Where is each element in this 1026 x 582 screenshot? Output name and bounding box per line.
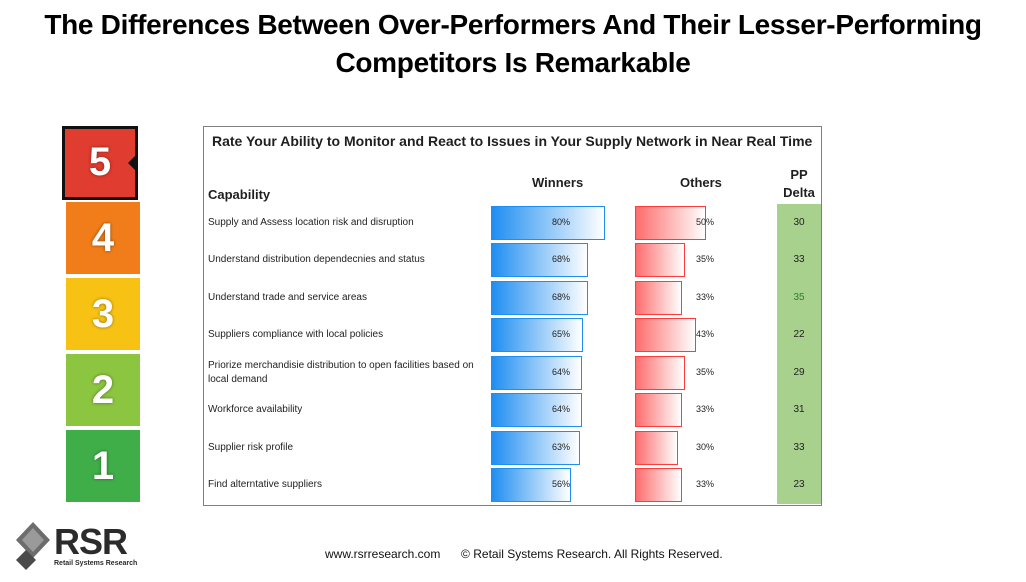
scale-level-1: 1 [66, 430, 140, 502]
pp-delta-header-line2: Delta [783, 185, 815, 200]
capability-label: Suppliers compliance with local policies [208, 329, 384, 341]
capability-label: Supplier risk profile [208, 441, 294, 453]
footer-url[interactable]: www.rsrresearch.com [325, 547, 441, 561]
pp-delta-value: 23 [793, 479, 805, 491]
winners-value-label: 65% [551, 329, 570, 340]
capability-label: Workforce availability [208, 404, 303, 416]
scale-level-3: 3 [66, 278, 140, 350]
others-bar [635, 355, 685, 390]
capability-label: Find alterntative suppliers [208, 479, 322, 491]
footer-copyright: © Retail Systems Research. All Rights Re… [461, 547, 723, 561]
others-value-label: 33% [695, 291, 714, 302]
chart-panel: Rate Your Ability to Monitor and React t… [203, 126, 822, 506]
winners-value-label: 68% [551, 291, 570, 302]
others-value-label: 35% [695, 366, 714, 377]
chart-title: Rate Your Ability to Monitor and React t… [212, 133, 813, 149]
winners-value-label: 56% [551, 479, 570, 490]
winners-bar [491, 468, 571, 503]
pp-delta-value: 22 [793, 329, 805, 341]
others-value-label: 30% [695, 441, 714, 452]
winners-value-label: 64% [551, 366, 570, 377]
winners-bar [491, 243, 588, 278]
logo-tagline: Retail Systems Research [54, 560, 138, 567]
others-value-label: 33% [695, 404, 714, 415]
scale-pointer-icon [128, 153, 138, 173]
slide-title: The Differences Between Over-Performers … [44, 9, 982, 78]
rsr-diamond-icon [16, 522, 50, 570]
others-bar [635, 280, 682, 315]
pp-delta-column [777, 204, 821, 504]
scale-level-5: 5 [62, 126, 138, 200]
pp-delta-value: 33 [793, 441, 805, 453]
winners-bar [491, 393, 582, 428]
others-bar [635, 468, 682, 503]
winners-value-label: 80% [551, 216, 570, 227]
winners-bar [491, 430, 581, 465]
winners-bar [491, 318, 584, 353]
winners-value-label: 64% [551, 404, 570, 415]
winners-bar [491, 205, 605, 240]
scale-level-2: 2 [66, 354, 140, 426]
others-value-label: 33% [695, 479, 714, 490]
rsr-logo: RSR Retail Systems Research [14, 520, 164, 572]
logo-wordmark: RSR [54, 521, 128, 562]
pp-delta-header-line1: PP [790, 167, 808, 182]
capability-label: Understand trade and service areas [208, 291, 367, 303]
others-bar [635, 430, 678, 465]
pp-delta-value: 30 [793, 216, 805, 228]
footer: www.rsrresearch.com © Retail Systems Res… [325, 547, 723, 561]
others-value-label: 43% [695, 329, 714, 340]
others-value-label: 50% [695, 216, 714, 227]
winners-bar [491, 280, 588, 315]
others-bar [635, 393, 682, 428]
others-header: Others [680, 175, 722, 190]
others-bar [635, 243, 685, 278]
pp-delta-value: 33 [793, 254, 805, 266]
pp-delta-value: 31 [793, 404, 805, 416]
capability-label: Supply and Assess location risk and disr… [208, 216, 414, 228]
capability-label: Priorize merchandisie distribution to op… [208, 359, 474, 385]
winners-bar [491, 355, 582, 390]
scale-level-4: 4 [66, 202, 140, 274]
others-value-label: 35% [695, 254, 714, 265]
pp-delta-value: 35 [793, 291, 805, 303]
others-bar [635, 318, 697, 353]
winners-value-label: 63% [551, 441, 570, 452]
winners-header: Winners [532, 175, 584, 190]
capability-header: Capability [208, 187, 271, 202]
pp-delta-value: 29 [793, 366, 805, 378]
capability-label: Understand distribution dependecnies and… [208, 254, 425, 266]
winners-value-label: 68% [551, 254, 570, 265]
others-bar [635, 205, 706, 240]
